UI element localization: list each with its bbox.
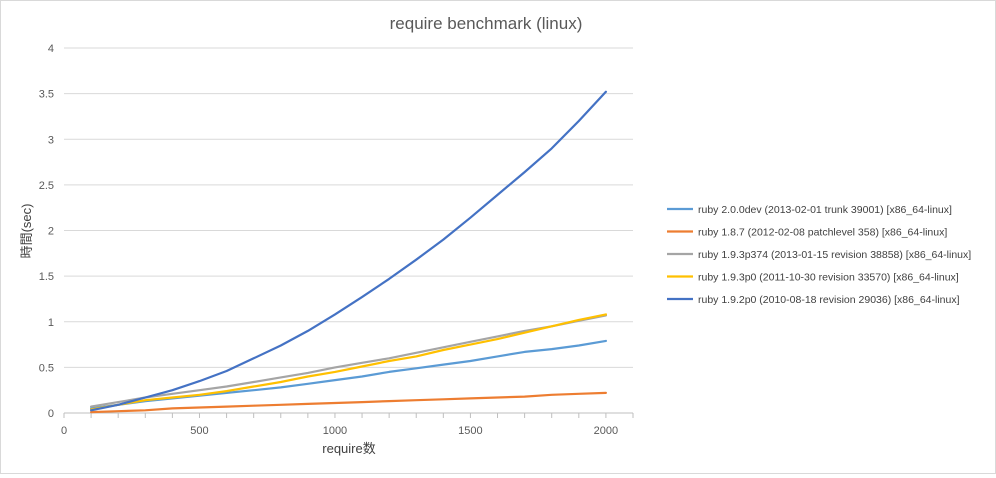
legend-label: ruby 1.9.3p374 (2013-01-15 revision 3885…	[698, 249, 971, 261]
x-tick-label: 1500	[458, 425, 482, 437]
series-line-3	[89, 314, 608, 408]
series-line-4	[89, 313, 608, 411]
y-tick-label: 1	[48, 317, 54, 329]
series-line-2	[89, 391, 608, 414]
y-tick-label: 3	[48, 134, 54, 146]
x-tick-label: 2000	[594, 425, 618, 437]
y-axis-label: 時間(sec)	[19, 204, 34, 259]
legend: ruby 2.0.0dev (2013-02-01 trunk 39001) […	[667, 204, 971, 306]
x-tick-label: 500	[190, 425, 208, 437]
x-tick-label: 0	[61, 425, 67, 437]
y-tick-label: 0	[48, 408, 54, 420]
x-tick-label: 1000	[323, 425, 347, 437]
y-tick-label: 4	[48, 43, 54, 55]
series-lines	[89, 90, 608, 414]
y-tick-label: 1.5	[39, 271, 54, 283]
legend-label: ruby 2.0.0dev (2013-02-01 trunk 39001) […	[698, 204, 952, 216]
legend-label: ruby 1.9.2p0 (2010-08-18 revision 29036)…	[698, 294, 960, 306]
x-axis-ticks: 0 500 1000 1500 2000	[61, 425, 618, 437]
gridlines	[64, 47, 633, 368]
series-line-5	[89, 90, 608, 412]
y-tick-label: 3.5	[39, 89, 54, 101]
legend-label: ruby 1.9.3p0 (2011-10-30 revision 33570)…	[698, 272, 959, 284]
y-axis-ticks: 0 0.5 1 1.5 2 2.5 3 3.5 4	[39, 43, 54, 420]
y-tick-label: 0.5	[39, 362, 54, 374]
axes	[63, 412, 634, 418]
y-tick-label: 2.5	[39, 180, 54, 192]
chart-title: require benchmark (linux)	[390, 14, 583, 33]
legend-label: ruby 1.8.7 (2012-02-08 patchlevel 358) […	[698, 227, 947, 239]
x-axis-label: require数	[322, 441, 375, 456]
y-tick-label: 2	[48, 226, 54, 238]
